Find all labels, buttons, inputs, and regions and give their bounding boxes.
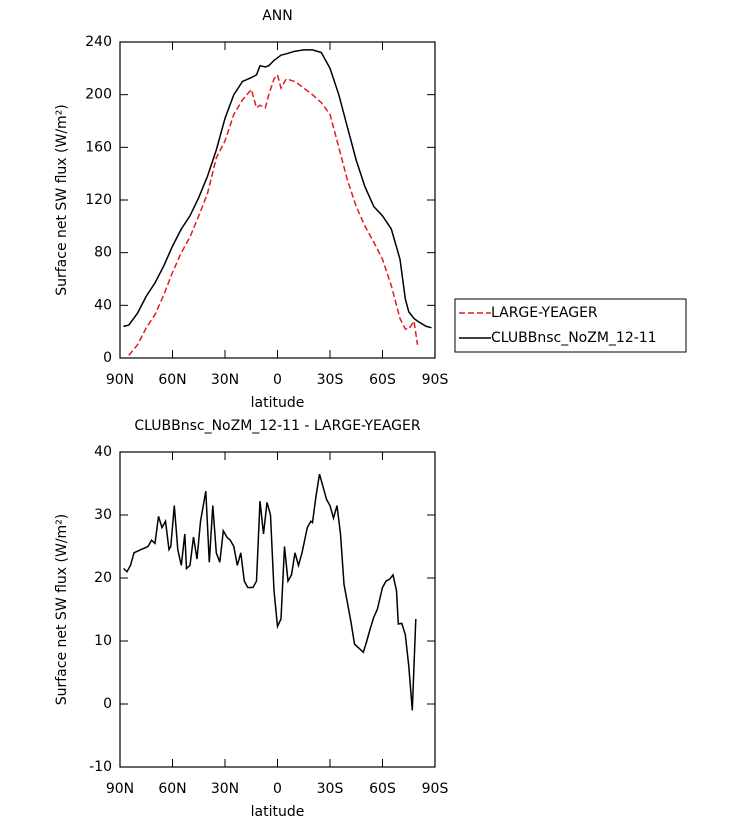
y-tick-label: 0 [103,696,112,712]
x-axis-label: latitude [251,804,305,820]
x-tick-label: 90S [422,781,449,797]
x-tick-label: 30N [211,781,239,797]
x-tick-label: 30S [317,781,344,797]
y-tick-label: 120 [85,192,112,208]
plot-frame [119,41,436,359]
x-tick-label: 0 [273,372,282,388]
y-tick-label: 40 [94,444,112,460]
chart-title: ANN [262,8,293,24]
series-line [122,473,417,711]
y-tick-label: 10 [94,633,112,649]
legend-box [454,298,687,353]
legend-label: CLUBBnsc_NoZM_12-11 [491,330,657,346]
y-tick-label: 80 [94,245,112,261]
legend-label: LARGE-YEAGER [491,305,598,321]
x-tick-label: 60N [158,372,186,388]
y-tick-label: -10 [89,759,112,775]
series-line [123,49,432,329]
x-tick-label: 60S [369,372,396,388]
y-tick-label: 0 [103,350,112,366]
x-axis-label: latitude [251,395,305,411]
series-line [128,73,419,356]
y-tick-label: 40 [94,297,112,313]
y-tick-label: 160 [85,139,112,155]
x-tick-label: 90N [106,781,134,797]
x-tick-label: 60S [369,781,396,797]
x-tick-label: 30N [211,372,239,388]
x-tick-label: 30S [317,372,344,388]
x-tick-label: 0 [273,781,282,797]
y-tick-label: 30 [94,507,112,523]
plot-frame [119,451,436,768]
x-tick-label: 90N [106,372,134,388]
y-tick-label: 240 [85,34,112,50]
x-tick-label: 60N [158,781,186,797]
chart-title: CLUBBnsc_NoZM_12-11 - LARGE-YEAGER [134,418,420,434]
y-axis-label: Surface net SW flux (W/m²) [54,104,70,296]
y-tick-label: 20 [94,570,112,586]
y-tick-label: 200 [85,87,112,103]
y-axis-label: Surface net SW flux (W/m²) [54,514,70,706]
x-tick-label: 90S [422,372,449,388]
